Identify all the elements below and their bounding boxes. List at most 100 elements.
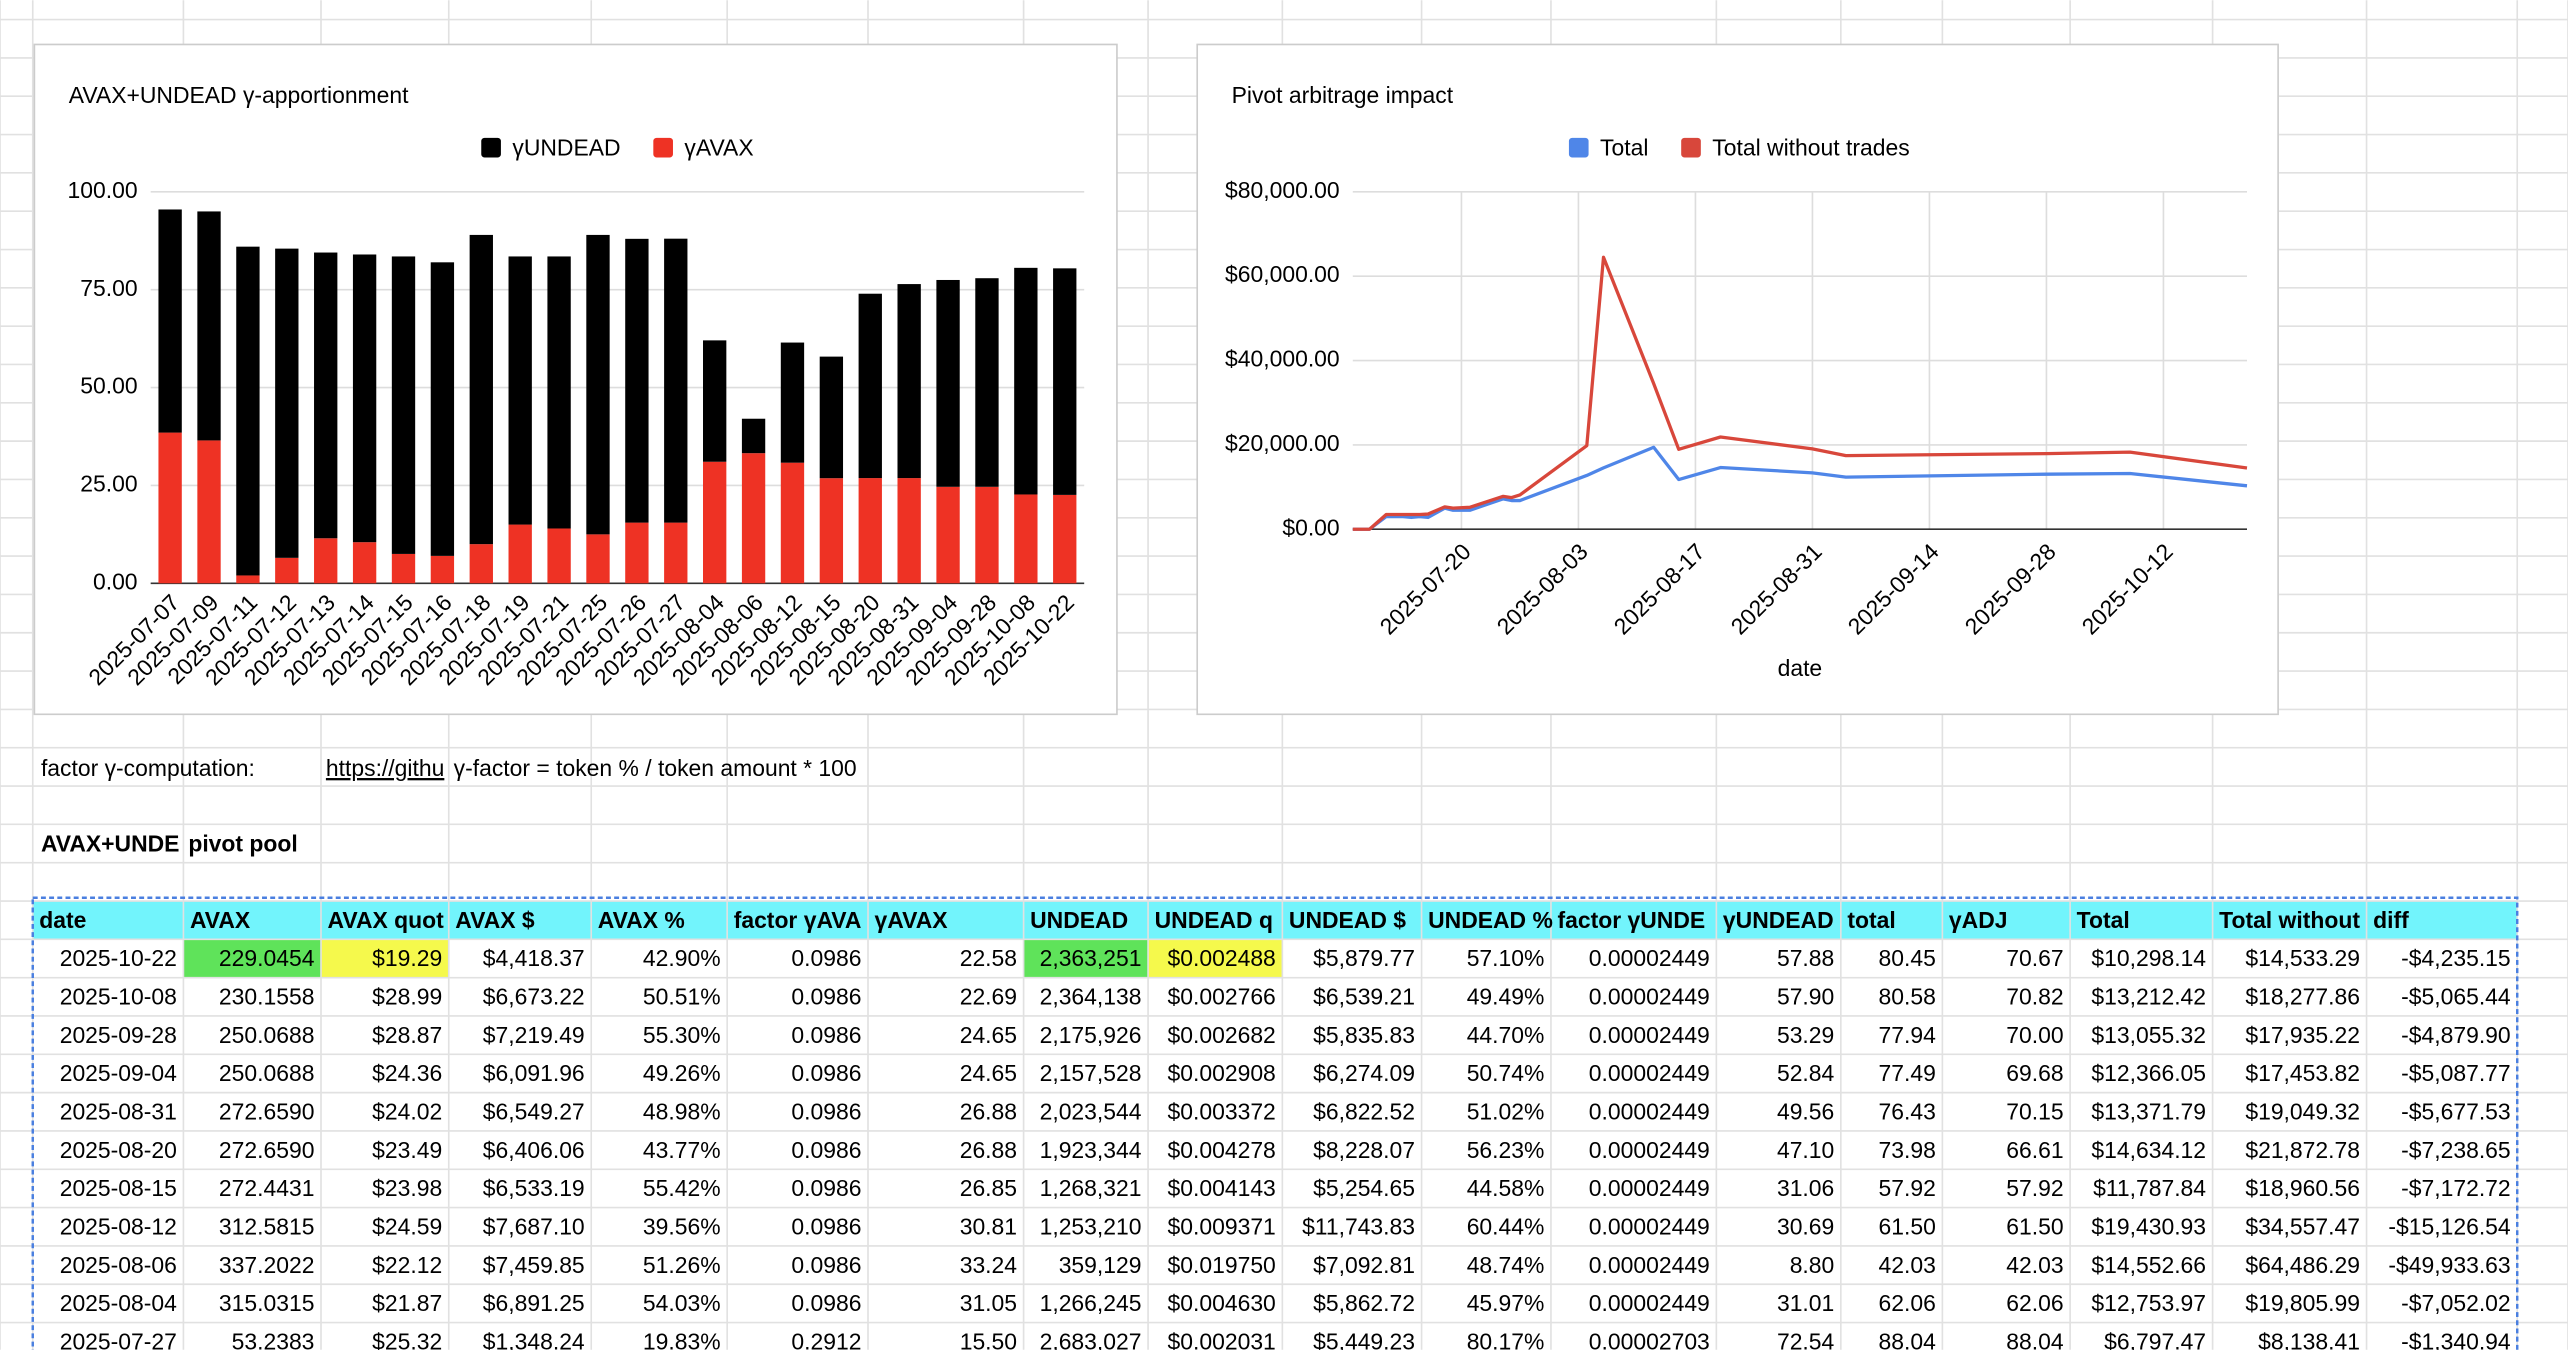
table-cell: 88.04 <box>2006 1328 2064 1350</box>
table-cell: $6,533.19 <box>483 1175 585 1201</box>
table-cell: 0.00002449 <box>1589 1137 1710 1163</box>
table-cell: $13,055.32 <box>2091 1022 2206 1048</box>
column-header: AVAX <box>190 907 251 933</box>
table-cell: 337.2022 <box>219 1252 315 1278</box>
table-cell: $1,348.24 <box>483 1328 585 1350</box>
table-cell: $7,687.10 <box>483 1213 585 1239</box>
table-cell: 2025-09-04 <box>60 1060 177 1086</box>
table-cell: 49.49% <box>1467 984 1545 1010</box>
table-cell: -$4,879.90 <box>2401 1022 2511 1048</box>
bar-segment <box>858 478 882 584</box>
legend-swatch <box>481 137 501 158</box>
table-cell: $0.002908 <box>1168 1060 1276 1086</box>
y-tick-label: 0.00 <box>93 568 138 594</box>
chart-title: Pivot arbitrage impact <box>1232 82 1454 108</box>
table-cell: 31.06 <box>1777 1175 1834 1201</box>
table-cell: 26.88 <box>960 1098 1017 1124</box>
table-cell: -$5,065.44 <box>2401 984 2511 1010</box>
table-cell: 24.65 <box>960 1022 1017 1048</box>
bar-segment <box>975 278 999 487</box>
table-cell: 272.6590 <box>219 1137 315 1163</box>
table-cell: $24.02 <box>372 1098 442 1124</box>
table-cell: $19,430.93 <box>2091 1213 2206 1239</box>
y-tick-label: 75.00 <box>80 275 137 301</box>
table-cell: $0.002488 <box>1168 945 1276 971</box>
table-cell: $12,753.97 <box>2091 1290 2206 1316</box>
table-cell: $7,092.81 <box>1313 1252 1415 1278</box>
table-cell: $24.59 <box>372 1213 442 1239</box>
table-cell: $0.003372 <box>1168 1098 1276 1124</box>
bar-segment <box>703 461 727 584</box>
table-cell: 77.94 <box>1878 1022 1936 1048</box>
table-cell: 30.81 <box>960 1213 1017 1239</box>
y-tick-label: $40,000.00 <box>1225 346 1340 372</box>
bar-segment <box>1053 268 1077 495</box>
table-cell: $14,533.29 <box>2245 945 2360 971</box>
table-cell: 57.90 <box>1777 984 1834 1010</box>
bar-segment <box>508 256 532 525</box>
table-cell: 2,175,926 <box>1040 1022 1142 1048</box>
column-header: AVAX % <box>598 907 685 933</box>
table-cell: $18,277.86 <box>2245 984 2360 1010</box>
table-cell: $5,879.77 <box>1313 945 1415 971</box>
table-cell: 0.00002449 <box>1589 1060 1710 1086</box>
bar-segment <box>314 538 338 584</box>
table-cell: $21,872.78 <box>2245 1137 2360 1163</box>
table-cell: 2025-08-06 <box>60 1252 177 1278</box>
table-cell: 70.82 <box>2006 984 2063 1010</box>
table-cell: $17,453.82 <box>2245 1060 2360 1086</box>
bar-segment <box>1053 494 1077 584</box>
table-cell: $5,254.65 <box>1313 1175 1415 1201</box>
table-cell: $0.002031 <box>1168 1328 1276 1350</box>
table-cell: $6,673.22 <box>483 984 585 1010</box>
table-cell: $6,091.96 <box>483 1060 585 1086</box>
table-cell: $11,743.83 <box>1302 1213 1415 1239</box>
table-cell: 2025-08-15 <box>60 1175 177 1201</box>
table-cell: 76.43 <box>1878 1098 1935 1124</box>
table-cell: 2025-09-28 <box>60 1022 177 1048</box>
table-cell: 0.00002449 <box>1589 1290 1710 1316</box>
bar-segment <box>819 356 844 479</box>
bar-segment <box>391 553 416 584</box>
section-title: pivot pool <box>188 830 297 856</box>
table-cell: 0.0986 <box>791 1022 861 1048</box>
table-cell: 80.58 <box>1878 984 1935 1010</box>
bar-segment <box>1014 494 1038 584</box>
table-cell: $17,935.22 <box>2245 1022 2360 1048</box>
legend-swatch <box>1568 137 1589 158</box>
table-cell: $18,960.56 <box>2245 1175 2360 1201</box>
table-cell: $0.009371 <box>1168 1213 1276 1239</box>
table-cell: 24.65 <box>960 1060 1017 1086</box>
bar-segment <box>197 211 221 441</box>
table-cell: 44.58% <box>1467 1175 1545 1201</box>
table-cell: $7,459.85 <box>483 1252 585 1278</box>
table-cell: $0.002766 <box>1168 984 1276 1010</box>
table-cell: 2025-07-27 <box>60 1328 177 1350</box>
table-cell: 61.50 <box>2006 1213 2063 1239</box>
bar-segment <box>936 279 960 487</box>
table-cell: 42.03 <box>1878 1252 1935 1278</box>
table-cell: $6,797.47 <box>2104 1328 2206 1350</box>
selection-border <box>31 896 2519 1350</box>
table-cell: 2,364,138 <box>1040 984 1142 1010</box>
bar-segment <box>741 453 766 584</box>
table-cell: 50.74% <box>1467 1060 1545 1086</box>
legend-label: Total <box>1600 134 1648 160</box>
note-link[interactable]: https://githu <box>326 755 444 781</box>
table-cell: $23.49 <box>372 1137 442 1163</box>
column-header: UNDEAD <box>1030 907 1128 933</box>
cell-highlight <box>183 939 321 978</box>
table-cell: 0.0986 <box>791 945 861 971</box>
column-header: γADJ <box>1949 907 2008 933</box>
column-header: γUNDEAD <box>1723 907 1834 933</box>
table-cell: 33.24 <box>960 1252 1018 1278</box>
table-cell: -$7,238.65 <box>2401 1137 2511 1163</box>
table-cell: $13,371.79 <box>2091 1098 2206 1124</box>
table-cell: 70.67 <box>2006 945 2063 971</box>
table-cell: 77.49 <box>1878 1060 1935 1086</box>
table-cell: 52.84 <box>1777 1060 1835 1086</box>
legend-swatch <box>653 137 673 158</box>
bar-segment <box>352 542 377 584</box>
table-cell: 60.44% <box>1467 1213 1545 1239</box>
column-header: UNDEAD q <box>1155 907 1273 933</box>
